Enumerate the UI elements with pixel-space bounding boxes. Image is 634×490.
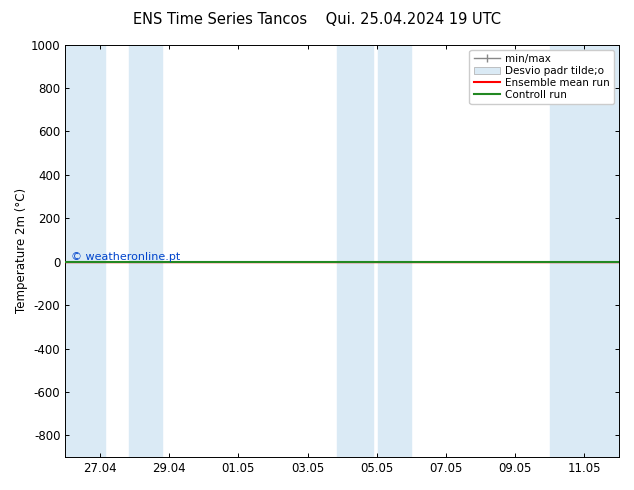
Y-axis label: Temperature 2m (°C): Temperature 2m (°C) xyxy=(15,188,28,314)
Bar xyxy=(378,45,411,457)
Text: ENS Time Series Tancos    Qui. 25.04.2024 19 UTC: ENS Time Series Tancos Qui. 25.04.2024 1… xyxy=(133,12,501,27)
Bar xyxy=(65,45,105,457)
Bar xyxy=(550,45,619,457)
Bar xyxy=(129,45,162,457)
Legend: min/max, Desvio padr tilde;o, Ensemble mean run, Controll run: min/max, Desvio padr tilde;o, Ensemble m… xyxy=(469,49,614,104)
Bar xyxy=(337,45,373,457)
Text: © weatheronline.pt: © weatheronline.pt xyxy=(71,252,180,262)
